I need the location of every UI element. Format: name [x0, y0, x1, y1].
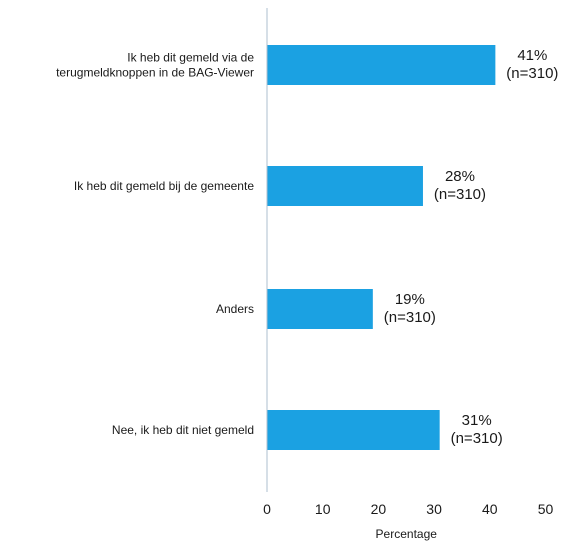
bar	[267, 166, 423, 206]
bar	[267, 289, 373, 329]
data-labels: 41% (n=310) 28% (n=310) 19% (n=310) 31% (n=310)	[384, 47, 559, 447]
x-tick-label: 20	[371, 501, 387, 517]
x-tick-labels: 0 10 20 30 40 50	[263, 501, 553, 517]
category-labels: Ik heb dit gemeld via de terugmeldknoppen…	[56, 51, 254, 438]
x-tick-label: 40	[482, 501, 498, 517]
bar	[267, 45, 496, 85]
x-tick-label: 0	[263, 501, 271, 517]
x-tick-label: 10	[315, 501, 331, 517]
category-label: Nee, ik heb dit niet gemeld	[112, 423, 254, 437]
category-label: Ik heb dit gemeld via de terugmeldknoppen…	[56, 51, 254, 80]
bar	[267, 410, 440, 450]
x-tick-label: 50	[538, 501, 554, 517]
data-label: 41% (n=310)	[506, 47, 558, 82]
category-label: Anders	[216, 302, 254, 316]
data-label: 28% (n=310)	[434, 168, 486, 203]
bars	[267, 45, 496, 450]
category-label: Ik heb dit gemeld bij de gemeente	[74, 179, 254, 193]
x-tick-label: 30	[426, 501, 442, 517]
x-axis-title: Percentage	[376, 527, 438, 541]
data-label: 31% (n=310)	[451, 412, 503, 447]
data-label: 19% (n=310)	[384, 291, 436, 326]
